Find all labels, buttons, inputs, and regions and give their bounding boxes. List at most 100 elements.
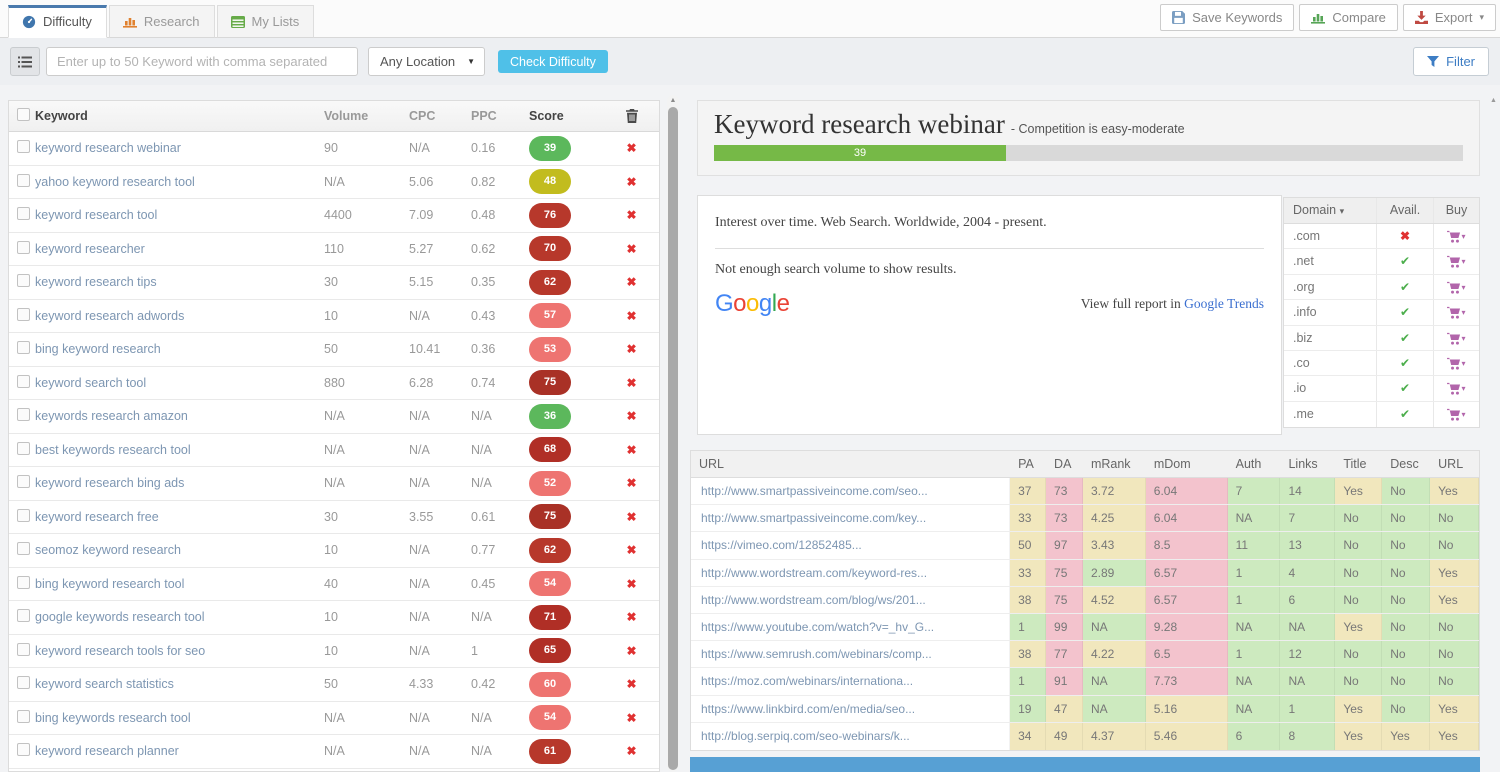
keyword-link[interactable]: keyword research adwords [35, 308, 185, 323]
buy-domain-button[interactable]: ▾ [1433, 274, 1479, 300]
scroll-up-icon[interactable]: ▲ [669, 97, 677, 104]
result-url-link[interactable]: http://www.wordstream.com/blog/ws/201... [701, 592, 926, 607]
buy-domain-button[interactable]: ▾ [1433, 224, 1479, 249]
buy-domain-button[interactable]: ▾ [1433, 350, 1479, 376]
row-checkbox[interactable] [17, 642, 30, 656]
column-keyword[interactable]: Keyword [35, 109, 88, 123]
metric-column-header[interactable]: DA [1054, 457, 1072, 471]
delete-row-icon[interactable]: ✖ [626, 375, 637, 390]
row-checkbox[interactable] [17, 676, 30, 690]
row-checkbox[interactable] [17, 709, 30, 723]
keyword-table-scrollbar[interactable]: ▲ [667, 95, 679, 772]
delete-row-icon[interactable]: ✖ [626, 141, 637, 156]
metric-column-header[interactable]: Title [1343, 457, 1367, 471]
metric-column-header[interactable]: mDom [1153, 457, 1191, 471]
delete-row-icon[interactable]: ✖ [626, 275, 637, 290]
column-ppc[interactable]: PPC [471, 109, 497, 123]
keyword-link[interactable]: keyword researcher [35, 241, 145, 256]
tab-research[interactable]: Research [108, 5, 215, 38]
delete-row-icon[interactable]: ✖ [626, 543, 637, 558]
keyword-link[interactable]: bing keywords research tool [35, 710, 191, 725]
keyword-link[interactable]: bing keyword research tool [35, 576, 185, 591]
delete-row-icon[interactable]: ✖ [626, 643, 637, 658]
keyword-link[interactable]: seomoz keyword research [35, 543, 181, 558]
keyword-link[interactable]: keyword research bing ads [35, 476, 185, 491]
result-url-link[interactable]: https://moz.com/webinars/internationa... [701, 674, 914, 689]
url-column-header[interactable]: URL [699, 457, 725, 471]
metric-column-header[interactable]: PA [1018, 457, 1034, 471]
result-url-link[interactable]: https://www.youtube.com/watch?v=_hv_G... [701, 619, 935, 634]
save-keywords-button[interactable]: Save Keywords [1160, 4, 1295, 31]
delete-row-icon[interactable]: ✖ [626, 610, 637, 625]
keyword-input[interactable] [46, 47, 358, 76]
result-url-link[interactable]: http://www.wordstream.com/keyword-res... [701, 565, 928, 580]
scrollbar-thumb[interactable] [668, 107, 678, 770]
delete-all-icon[interactable] [604, 109, 659, 124]
keyword-link[interactable]: best keywords research tool [35, 442, 191, 457]
delete-row-icon[interactable]: ✖ [626, 174, 637, 189]
delete-row-icon[interactable]: ✖ [626, 208, 637, 223]
row-checkbox[interactable] [17, 609, 30, 623]
delete-row-icon[interactable]: ✖ [626, 710, 637, 725]
metric-column-header[interactable]: Auth [1235, 457, 1262, 471]
column-avail[interactable]: Avail. [1376, 198, 1433, 223]
delete-row-icon[interactable]: ✖ [626, 342, 637, 357]
select-all-checkbox[interactable] [17, 108, 30, 121]
delete-row-icon[interactable]: ✖ [626, 677, 637, 692]
row-checkbox[interactable] [17, 173, 30, 187]
result-url-link[interactable]: http://www.smartpassiveincome.com/key... [701, 511, 927, 526]
delete-row-icon[interactable]: ✖ [626, 409, 637, 424]
row-checkbox[interactable] [17, 240, 30, 254]
delete-row-icon[interactable]: ✖ [626, 476, 637, 491]
column-volume[interactable]: Volume [324, 109, 369, 123]
delete-row-icon[interactable]: ✖ [626, 241, 637, 256]
delete-row-icon[interactable]: ✖ [626, 308, 637, 323]
keyword-link[interactable]: keyword research tips [35, 275, 157, 290]
keyword-link[interactable]: keyword research planner [35, 744, 179, 759]
result-url-link[interactable]: http://www.smartpassiveincome.com/seo... [701, 484, 928, 498]
keyword-link[interactable]: keyword research tool [35, 208, 158, 223]
delete-row-icon[interactable]: ✖ [626, 442, 637, 457]
delete-row-icon[interactable]: ✖ [626, 509, 637, 524]
metric-column-header[interactable]: Links [1288, 457, 1318, 471]
metric-column-header[interactable]: Desc [1390, 457, 1419, 471]
metric-column-header[interactable]: mRank [1090, 457, 1131, 471]
keyword-link[interactable]: keyword search statistics [35, 677, 174, 692]
keyword-link[interactable]: bing keyword research [35, 342, 161, 357]
tab-difficulty[interactable]: Difficulty [8, 5, 107, 38]
row-checkbox[interactable] [17, 140, 30, 154]
result-url-link[interactable]: http://blog.serpiq.com/seo-webinars/k... [701, 728, 910, 743]
buy-domain-button[interactable]: ▾ [1433, 401, 1479, 428]
filter-button[interactable]: Filter [1413, 47, 1489, 76]
keyword-link[interactable]: keyword search tool [35, 375, 147, 390]
compare-button[interactable]: Compare [1299, 4, 1398, 31]
delete-row-icon[interactable]: ✖ [626, 744, 637, 759]
bottom-action-bar[interactable] [690, 757, 1480, 772]
keyword-link[interactable]: yahoo keyword research tool [35, 174, 195, 189]
result-url-link[interactable]: https://www.semrush.com/webinars/comp... [701, 647, 932, 662]
result-url-link[interactable]: https://www.linkbird.com/en/media/seo... [701, 701, 916, 716]
row-checkbox[interactable] [17, 408, 30, 422]
result-url-link[interactable]: https://vimeo.com/12852485... [701, 538, 862, 553]
keyword-link[interactable]: keyword research free [35, 509, 159, 524]
row-checkbox[interactable] [17, 341, 30, 355]
column-domain[interactable]: Domain ▾ [1293, 203, 1345, 217]
column-buy[interactable]: Buy [1433, 198, 1479, 223]
keyword-link[interactable]: google keywords research tool [35, 610, 205, 625]
buy-domain-button[interactable]: ▾ [1433, 300, 1479, 325]
row-checkbox[interactable] [17, 743, 30, 757]
row-checkbox[interactable] [17, 274, 30, 288]
buy-domain-button[interactable]: ▾ [1433, 249, 1479, 274]
export-button[interactable]: Export ▾ [1402, 4, 1496, 31]
location-select[interactable]: Any Location ▼ [368, 47, 485, 76]
column-score[interactable]: Score [529, 109, 564, 123]
keyword-link[interactable]: keyword research webinar [35, 141, 181, 156]
google-logo[interactable]: Google [715, 290, 790, 318]
check-difficulty-button[interactable]: Check Difficulty [498, 50, 608, 73]
column-cpc[interactable]: CPC [409, 109, 436, 123]
buy-domain-button[interactable]: ▾ [1433, 376, 1479, 401]
keyword-link[interactable]: keyword research tools for seo [35, 643, 206, 658]
buy-domain-button[interactable]: ▾ [1433, 325, 1479, 350]
keyword-list-button[interactable] [10, 47, 40, 76]
row-checkbox[interactable] [17, 542, 30, 556]
